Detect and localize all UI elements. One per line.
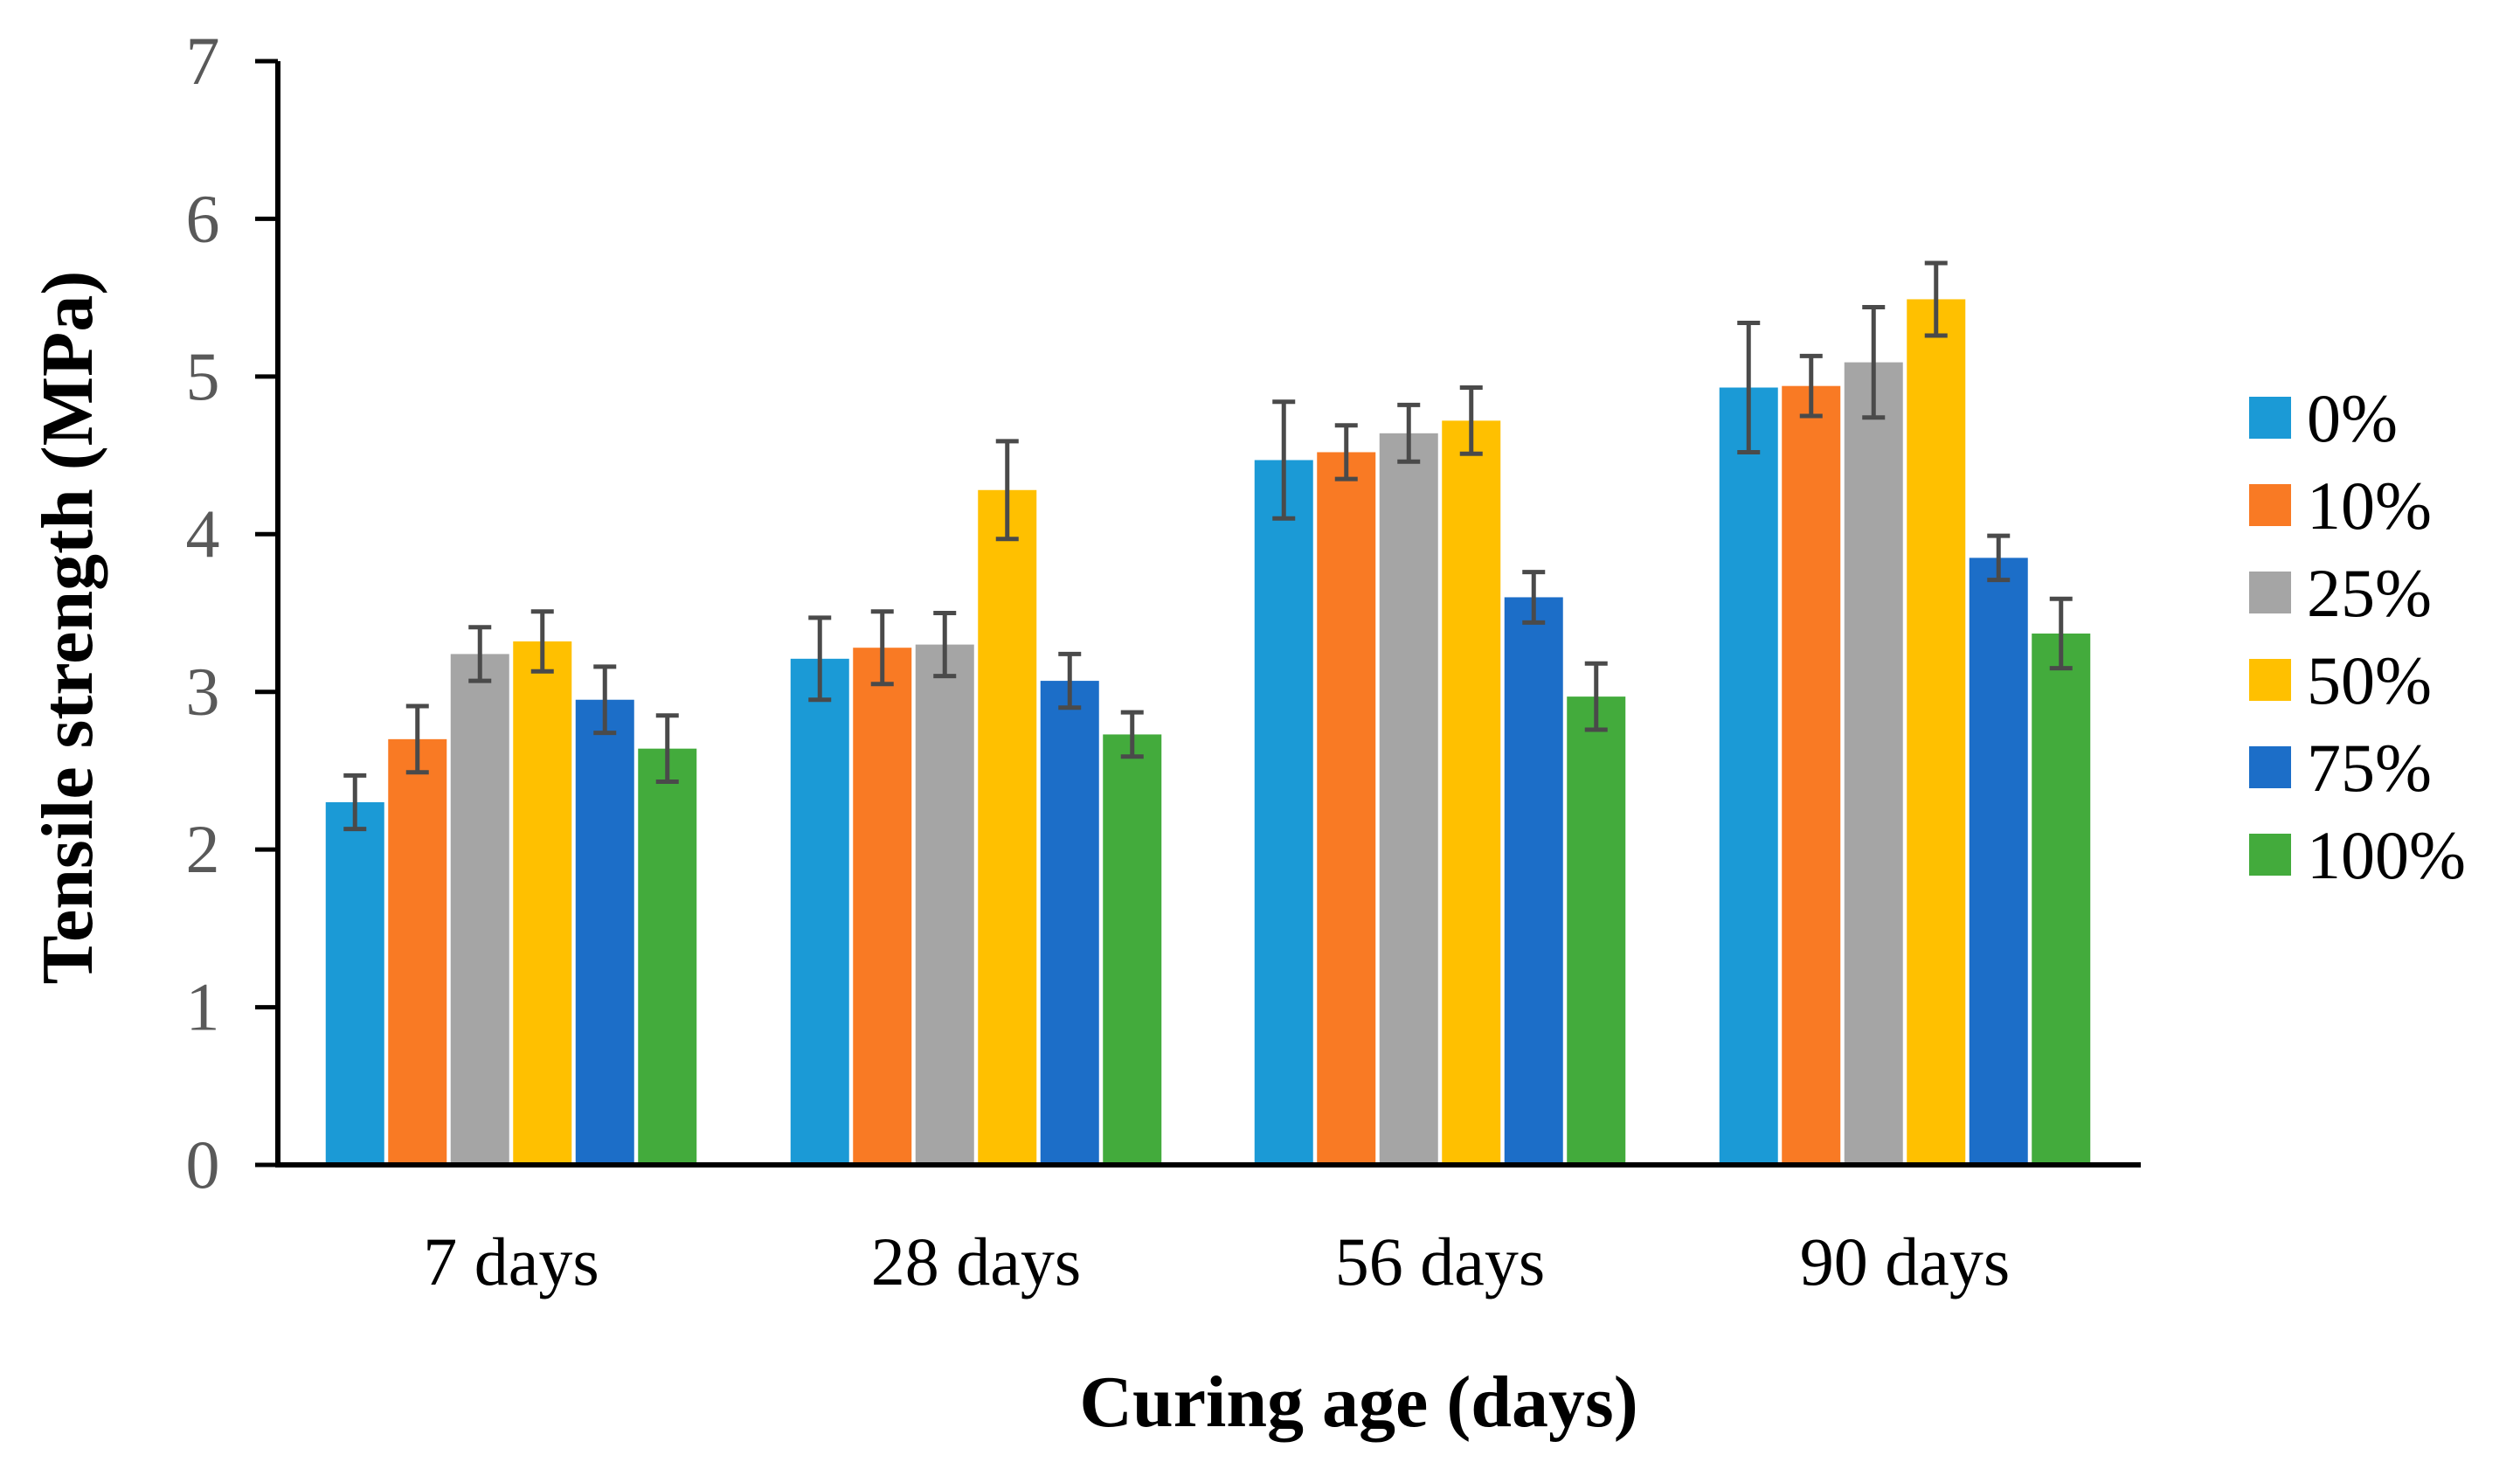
bar-100pct-7-days xyxy=(638,748,697,1165)
bar-100pct-90-days xyxy=(2032,633,2091,1165)
legend-swatch xyxy=(2249,484,2291,526)
y-axis-title: Tensile strength (MPa) xyxy=(27,271,108,985)
bar-10pct-28-days xyxy=(853,648,912,1165)
y-tick-label-7: 7 xyxy=(186,23,220,99)
bar-0pct-90-days xyxy=(1719,387,1778,1165)
legend-swatch xyxy=(2249,397,2291,439)
y-tick-label-2: 2 xyxy=(186,811,220,887)
bar-25pct-56-days xyxy=(1379,433,1438,1166)
error-bar-50pct-28-days xyxy=(995,439,1019,542)
error-bar-50pct-56-days xyxy=(1459,385,1483,456)
y-tick-label-0: 0 xyxy=(186,1126,220,1202)
axes-layer: 0 1 2 3 4 5 6 7 7 days 28 days 56 days 90 days xyxy=(186,23,2141,1299)
bar-0pct-56-days xyxy=(1254,460,1313,1165)
bar-10pct-90-days xyxy=(1782,385,1841,1165)
bar-25pct-7-days xyxy=(450,654,509,1165)
bar-50pct-90-days xyxy=(1907,299,1966,1165)
legend-swatch xyxy=(2249,659,2291,701)
legend-label: 25% xyxy=(2307,555,2432,631)
error-bar-0pct-56-days xyxy=(1272,399,1296,521)
error-bar-50pct-90-days xyxy=(1924,260,1948,338)
error-bar-75pct-7-days xyxy=(593,664,617,736)
error-bar-10pct-7-days xyxy=(405,703,429,775)
bar-25pct-28-days xyxy=(915,644,974,1165)
y-tick-label-1: 1 xyxy=(186,969,220,1045)
bar-0pct-28-days xyxy=(790,658,849,1165)
bar-10pct-7-days xyxy=(388,738,447,1165)
error-bar-0pct-28-days xyxy=(808,615,832,703)
bar-25pct-90-days xyxy=(1844,362,1903,1166)
error-bar-75pct-56-days xyxy=(1522,570,1546,625)
y-tick-label-3: 3 xyxy=(186,654,220,730)
bar-50pct-7-days xyxy=(513,641,572,1165)
x-tick-label-90-days: 90 days xyxy=(1800,1223,2010,1299)
bar-75pct-7-days xyxy=(575,699,634,1165)
y-tick-label-4: 4 xyxy=(186,495,220,572)
legend-label: 50% xyxy=(2307,642,2432,718)
legend: 0% 10% 25% 50% 75% 100% xyxy=(2249,380,2466,893)
y-tick-label-6: 6 xyxy=(186,180,220,256)
error-bar-10pct-28-days xyxy=(870,609,894,687)
legend-item-100pct: 100% xyxy=(2249,817,2466,893)
error-bar-25pct-90-days xyxy=(1862,304,1886,420)
error-bar-10pct-90-days xyxy=(1799,353,1823,419)
error-bar-0pct-7-days xyxy=(343,773,367,832)
legend-label: 0% xyxy=(2307,380,2398,456)
legend-swatch xyxy=(2249,572,2291,613)
x-axis-title: Curing age (days) xyxy=(1079,1362,1637,1443)
error-bar-100pct-90-days xyxy=(2049,596,2073,671)
bar-75pct-56-days xyxy=(1504,597,1563,1165)
error-bar-25pct-28-days xyxy=(933,611,957,679)
bar-0pct-7-days xyxy=(325,802,384,1165)
bars-layer xyxy=(325,299,2091,1166)
x-tick-label-56-days: 56 days xyxy=(1335,1223,1545,1299)
x-tick-label-28-days: 28 days xyxy=(871,1223,1081,1299)
x-tick-label-7-days: 7 days xyxy=(423,1223,599,1299)
error-bar-100pct-56-days xyxy=(1584,661,1608,732)
bar-100pct-28-days xyxy=(1103,734,1162,1165)
error-bar-100pct-7-days xyxy=(655,713,679,785)
bar-75pct-28-days xyxy=(1040,681,1099,1165)
bar-100pct-56-days xyxy=(1567,696,1626,1165)
bar-10pct-56-days xyxy=(1317,452,1376,1165)
error-bar-100pct-28-days xyxy=(1120,710,1144,759)
error-bar-25pct-56-days xyxy=(1397,402,1421,464)
legend-swatch xyxy=(2249,746,2291,788)
legend-swatch xyxy=(2249,834,2291,876)
legend-label: 75% xyxy=(2307,730,2432,806)
error-bar-50pct-7-days xyxy=(530,609,554,674)
legend-item-10pct: 10% xyxy=(2249,468,2432,544)
legend-item-50pct: 50% xyxy=(2249,642,2432,718)
legend-item-0pct: 0% xyxy=(2249,380,2398,456)
error-bar-75pct-90-days xyxy=(1987,533,2011,583)
y-tick-label-5: 5 xyxy=(186,338,220,414)
error-bars-layer xyxy=(343,260,2073,832)
error-bar-25pct-7-days xyxy=(468,625,492,683)
legend-item-75pct: 75% xyxy=(2249,730,2432,806)
error-bar-75pct-28-days xyxy=(1058,651,1082,710)
error-bar-10pct-56-days xyxy=(1334,423,1358,482)
error-bar-0pct-90-days xyxy=(1737,321,1761,454)
bar-50pct-28-days xyxy=(978,489,1037,1165)
legend-item-25pct: 25% xyxy=(2249,555,2432,631)
legend-label: 10% xyxy=(2307,468,2432,544)
bar-50pct-56-days xyxy=(1442,420,1501,1165)
legend-label: 100% xyxy=(2307,817,2466,893)
bar-75pct-90-days xyxy=(1969,558,2028,1165)
